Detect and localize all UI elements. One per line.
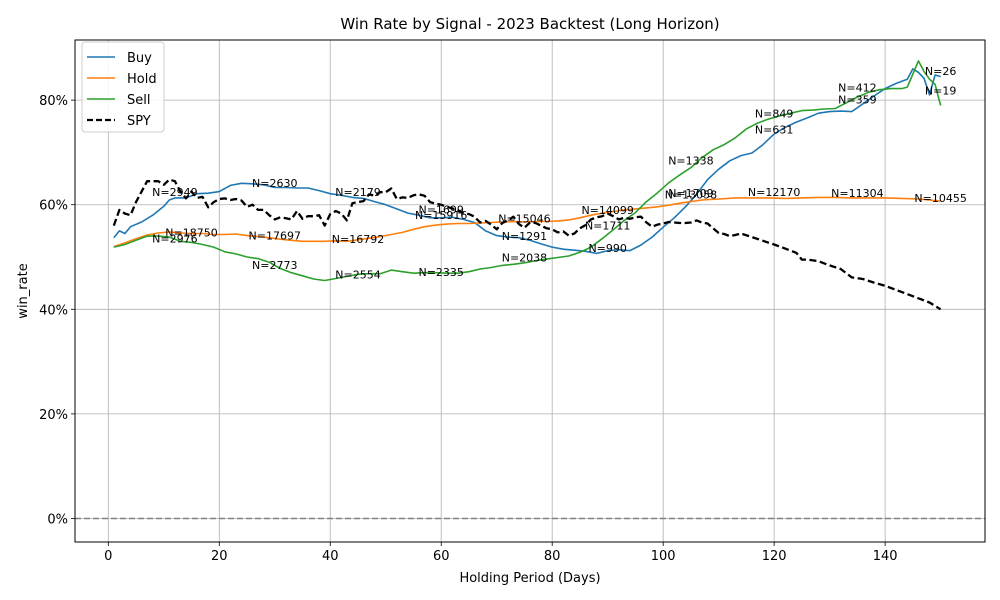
series-line-spy [112,178,942,311]
y-tick-label: 80% [39,94,68,109]
annotation-label: N=2179 [335,186,380,199]
annotation-label: N=412 [838,81,876,94]
x-tick-label: 40 [322,549,339,564]
annotation-label: N=2976 [152,232,197,245]
chart-title: Win Rate by Signal - 2023 Backtest (Long… [340,15,719,33]
annotation-label: N=11304 [831,187,883,200]
annotation-label: N=15046 [498,212,550,225]
legend-label: Buy [127,51,152,66]
annotation-label: N=18750 [165,227,217,240]
y-tick-label: 0% [47,512,68,527]
annotation-label: N=26 [925,65,956,78]
grid [75,40,985,542]
annotation-label: N=14099 [581,204,633,217]
x-axis-label: Holding Period (Days) [459,571,600,586]
annotation-label: N=13058 [665,189,717,202]
legend-label: Sell [127,93,150,108]
legend-label: SPY [127,114,151,129]
annotation-label: N=849 [755,107,793,120]
annotation-label: N=16792 [332,233,384,246]
series-line-hold [113,196,941,248]
annotation-label: N=15916 [415,209,467,222]
legend-label: Hold [127,72,157,87]
annotation-label: N=1291 [502,230,547,243]
annotation-label: N=2038 [502,251,547,264]
annotation-label: N=1338 [668,155,713,168]
annotation-label: N=2335 [418,266,463,279]
x-tick-label: 100 [651,549,676,564]
x-tick-label: 120 [762,549,787,564]
x-tick-label: 80 [544,549,561,564]
series-line-buy [113,68,941,255]
annotation-label: N=12170 [748,186,800,199]
y-axis-label: win_rate [16,263,31,318]
x-tick-label: 0 [104,549,112,564]
annotation-label: N=359 [838,93,876,106]
plot-frame [74,39,986,543]
annotation-label: N=1699 [418,203,463,216]
annotation-label: N=2949 [152,186,197,199]
annotation-label: N=19 [925,84,956,97]
annotation-label: N=631 [755,123,793,136]
y-tick-label: 20% [39,408,68,423]
annotation-label: N=2554 [335,269,380,282]
x-tick-label: 140 [873,549,898,564]
y-tick-label: 60% [39,199,68,214]
series-line-sell [113,60,942,282]
annotation-label: N=990 [588,242,626,255]
annotations: N=2949 N=2630 N=2179 N=1699 N=1291 N=990 N=133… [152,65,967,281]
annotation-label: N=17697 [249,230,301,243]
legend-box [81,41,165,133]
x-tick-label: 60 [433,549,450,564]
series-group [112,60,942,311]
annotation-label: N=1711 [585,219,630,232]
annotation-label: N=10455 [914,192,966,205]
ticks: 0 20 40 60 80 100 120 140 0% 20% 40% 60% 80% [39,94,897,564]
annotation-label: N=2630 [252,177,297,190]
annotation-label: N=2773 [252,259,297,272]
x-tick-label: 20 [211,549,228,564]
legend: Buy Hold Sell SPY [81,41,165,133]
y-tick-label: 40% [39,303,68,318]
annotation-label: N=1709 [668,187,713,200]
